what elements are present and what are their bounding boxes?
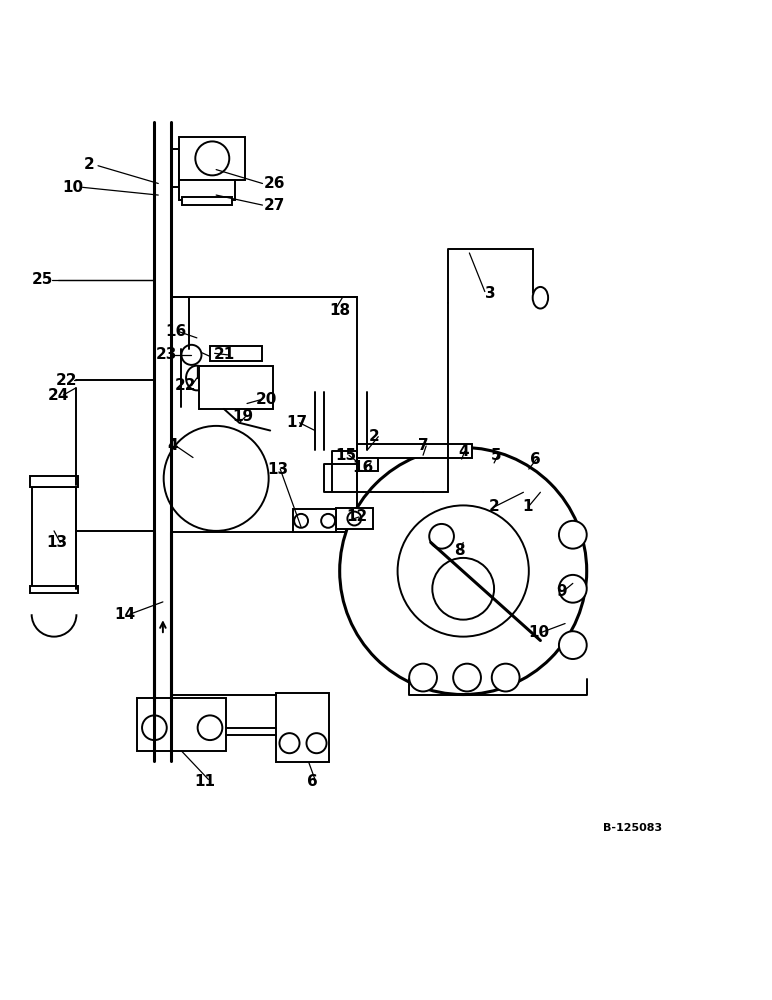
Circle shape [195,141,229,175]
Text: 6: 6 [307,774,318,789]
Text: 24: 24 [48,388,69,403]
Text: 22: 22 [56,373,77,388]
Text: 26: 26 [263,176,285,191]
Text: 7: 7 [418,438,428,453]
Text: B-125083: B-125083 [604,823,662,833]
Bar [137,698,226,751]
Text: 20: 20 [256,392,277,407]
Bar [199,366,273,409]
Circle shape [409,664,437,691]
Text: 1: 1 [522,499,533,514]
Text: 13: 13 [46,535,68,550]
Circle shape [559,575,587,603]
Text: 4: 4 [167,438,178,453]
Bar [357,458,378,471]
Bar [276,693,329,762]
Bar [30,586,78,593]
Circle shape [279,733,300,753]
Circle shape [164,426,269,531]
Text: 3: 3 [485,286,496,301]
Circle shape [559,521,587,549]
Text: 16: 16 [352,460,374,475]
Circle shape [321,514,335,528]
Text: 25: 25 [32,272,53,287]
Bar [293,509,336,532]
Text: 6: 6 [530,452,540,467]
Bar [357,444,472,458]
Text: 13: 13 [267,462,289,477]
Text: 10: 10 [528,625,550,640]
Bar [210,346,262,361]
Circle shape [181,345,201,365]
Text: 5: 5 [491,448,502,463]
Bar [32,487,76,589]
Bar [182,197,232,205]
Circle shape [398,505,529,637]
Text: 18: 18 [329,303,350,318]
Circle shape [142,715,167,740]
Text: 16: 16 [165,324,187,339]
Text: 19: 19 [232,409,254,424]
Text: 4: 4 [458,444,469,459]
Bar [171,149,179,187]
Text: 8: 8 [454,543,465,558]
Text: 10: 10 [63,180,84,195]
Text: 27: 27 [263,198,285,213]
Bar [179,137,245,180]
Ellipse shape [533,287,548,309]
Text: 2: 2 [369,429,380,444]
Circle shape [429,524,454,549]
Circle shape [198,715,222,740]
Text: 22: 22 [174,378,196,393]
Circle shape [453,664,481,691]
Bar [336,508,373,529]
Text: 11: 11 [194,774,215,789]
Text: 2: 2 [489,499,499,514]
Circle shape [294,514,308,528]
Text: 23: 23 [155,347,177,362]
Bar [179,180,235,200]
Text: 14: 14 [114,607,136,622]
Bar [171,297,357,532]
Bar [30,476,78,487]
Text: 17: 17 [286,415,308,430]
Text: 21: 21 [213,347,235,362]
Circle shape [559,631,587,659]
Circle shape [492,664,520,691]
Text: 2: 2 [83,157,94,172]
Circle shape [306,733,327,753]
Text: 12: 12 [346,509,367,524]
Circle shape [432,558,494,620]
Circle shape [340,448,587,695]
Text: 9: 9 [557,584,567,599]
Circle shape [347,512,361,525]
Text: 15: 15 [335,448,357,463]
